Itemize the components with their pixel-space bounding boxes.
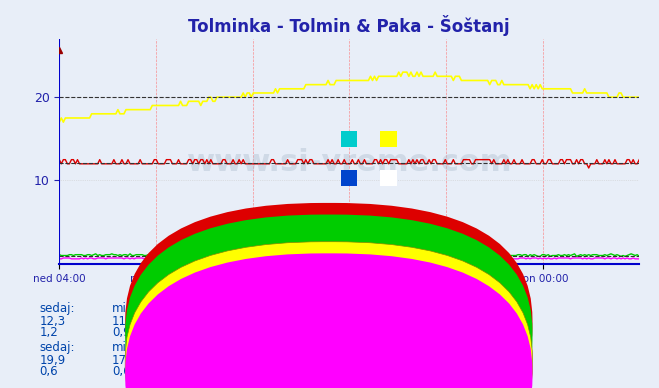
Title: Tolminka - Tolmin & Paka - Šoštanj: Tolminka - Tolmin & Paka - Šoštanj <box>188 15 510 36</box>
Text: Meritve: maksimalne  Enote: metrične  Črta: povprečje: Meritve: maksimalne Enote: metrične Črta… <box>177 301 482 313</box>
Text: zadnji dan / 5 minut.: zadnji dan / 5 minut. <box>272 289 387 299</box>
Text: maks.:: maks.: <box>250 341 290 354</box>
Text: temperatura[C]: temperatura[C] <box>339 315 432 328</box>
Text: 22,9: 22,9 <box>250 353 277 367</box>
Text: temperatura[C]: temperatura[C] <box>339 353 432 367</box>
Text: 12,4: 12,4 <box>250 315 277 328</box>
Text: 0,6: 0,6 <box>112 365 130 378</box>
Text: 12,3: 12,3 <box>40 315 66 328</box>
Text: 1,2: 1,2 <box>40 326 58 340</box>
Text: pretok[m3/s]: pretok[m3/s] <box>339 326 416 340</box>
Text: 17,2: 17,2 <box>112 353 138 367</box>
Text: povpr.:: povpr.: <box>178 341 219 354</box>
Text: 20,0: 20,0 <box>178 353 204 367</box>
Text: Slovenija / reke in morje.: Slovenija / reke in morje. <box>260 277 399 288</box>
Text: 12,1: 12,1 <box>178 315 204 328</box>
Text: sedaj:: sedaj: <box>40 341 75 354</box>
Text: Paka - Šoštanj: Paka - Šoštanj <box>323 339 418 354</box>
Text: sedaj:: sedaj: <box>40 302 75 315</box>
Text: pretok[m3/s]: pretok[m3/s] <box>339 365 416 378</box>
Text: min.:: min.: <box>112 302 142 315</box>
Text: 0,6: 0,6 <box>40 365 58 378</box>
Text: 19,9: 19,9 <box>40 353 66 367</box>
Text: maks.:: maks.: <box>250 302 290 315</box>
Text: 0,7: 0,7 <box>250 365 269 378</box>
Text: 11,7: 11,7 <box>112 315 138 328</box>
Text: povpr.:: povpr.: <box>178 302 219 315</box>
Text: Tolminka - Tolmin: Tolminka - Tolmin <box>323 302 438 315</box>
Text: 0,7: 0,7 <box>178 365 196 378</box>
Text: 1,2: 1,2 <box>250 326 269 340</box>
Text: min.:: min.: <box>112 341 142 354</box>
Text: 1,0: 1,0 <box>178 326 196 340</box>
Text: www.si-vreme.com: www.si-vreme.com <box>186 148 512 177</box>
Text: 0,9: 0,9 <box>112 326 130 340</box>
